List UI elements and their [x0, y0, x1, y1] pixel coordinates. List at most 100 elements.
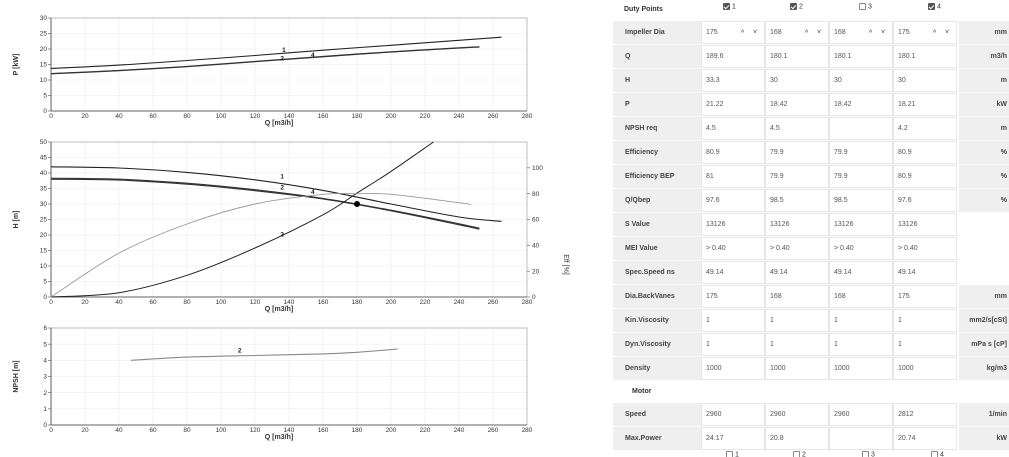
series-line-4 [51, 47, 479, 74]
curve-label: 1 [280, 173, 284, 180]
impeller-dia-stepper[interactable]: 168 ^ ˅ [829, 21, 893, 44]
value-cell: 13126 [893, 213, 957, 236]
y-axis-label: H [m] [13, 211, 20, 229]
impeller-dia-stepper[interactable]: 175 ^ ˅ [893, 21, 957, 44]
cell-value: > 0.40 [770, 245, 790, 252]
y-tick-label: 15 [40, 62, 48, 69]
row-dyn-viscosity: Dyn.Viscosity 1 1 1 1 mPa s [cP] [596, 332, 1009, 356]
row-q: Q 189.6 180.1 180.1 180.1 m3/h [596, 44, 1009, 68]
cell-value: 49.14 [770, 269, 788, 276]
x-tick-label: 60 [149, 299, 157, 306]
y-tick-label: 0 [43, 108, 47, 115]
bottom-checkbox-4[interactable]: 4 [931, 451, 944, 457]
chevron-up-icon[interactable]: ^ [805, 23, 808, 44]
row-label: Spec.Speed ns [613, 261, 701, 284]
row-label: Efficiency BEP [613, 165, 701, 188]
value-cell: 30 [765, 69, 829, 92]
row-unit: % [959, 189, 1009, 212]
bottom-checkbox-1[interactable]: 1 [726, 451, 739, 457]
y-tick-label: 5 [43, 279, 47, 286]
y-tick-label: 30 [40, 201, 48, 208]
cell-value: 20.74 [898, 435, 916, 442]
y2-tick-label: 40 [532, 243, 540, 250]
cell-value: 1 [898, 317, 902, 324]
cell-value: 180.1 [834, 53, 852, 60]
curve-label: 1 [282, 47, 286, 54]
bottom-checkbox-row: 1 2 3 4 [596, 451, 1009, 457]
y-tick-label: 35 [40, 186, 48, 193]
cell-value: 2812 [898, 411, 914, 418]
x-tick-label: 0 [49, 299, 53, 306]
value-cell: 180.1 [893, 45, 957, 68]
cell-value: 49.14 [706, 269, 724, 276]
cell-value: 1 [706, 317, 710, 324]
row-label: S Value [613, 213, 701, 236]
x-tick-label: 180 [352, 299, 363, 306]
duty-point-1-checkbox[interactable]: 1 [723, 3, 736, 10]
value-cell: > 0.40 [829, 237, 893, 260]
cell-value: 1000 [770, 365, 786, 372]
duty-point-4-checkbox[interactable]: 4 [928, 3, 941, 10]
x-tick-label: 120 [250, 299, 261, 306]
chevron-down-icon[interactable]: ˅ [881, 22, 885, 43]
duty-point-3-checkbox[interactable]: 3 [859, 3, 872, 10]
value-cell: 175 [893, 285, 957, 308]
value-cell: 1 [765, 309, 829, 332]
chevron-down-icon[interactable]: ˅ [753, 22, 757, 43]
x-tick-label: 80 [183, 427, 191, 434]
pump-curves-charts: 0 20 40 60 80 100 120 140 160 180 200 220 240 260 2800… [0, 0, 590, 457]
cell-value: 79.9 [770, 173, 784, 180]
y-tick-label: 40 [40, 170, 48, 177]
y-tick-label: 20 [40, 232, 48, 239]
y2-tick-label: 20 [532, 268, 540, 275]
chevron-up-icon[interactable]: ^ [869, 23, 872, 44]
duty-points-title: Duty Points [624, 6, 663, 13]
value-cell: 81 [701, 165, 765, 188]
row-kin-viscosity: Kin.Viscosity 1 1 1 1 mm2/s[cSt] [596, 308, 1009, 332]
duty-point-2-checkbox[interactable]: 2 [790, 3, 803, 10]
value-cell: 189.6 [701, 45, 765, 68]
value-cell: 30 [829, 69, 893, 92]
chevron-up-icon[interactable]: ^ [741, 23, 744, 44]
bottom-checkbox-3[interactable]: 3 [862, 451, 875, 457]
row-unit: mm [959, 285, 1009, 308]
y-tick-label: 5 [43, 93, 47, 100]
y-tick-label: 20 [40, 46, 48, 53]
cell-value: 1 [770, 341, 774, 348]
cell-value: 1000 [834, 365, 850, 372]
row-npsh-req: NPSH req 4.5 4.5 4.2 m [596, 116, 1009, 140]
row-label: Max.Power [613, 427, 701, 450]
chevron-down-icon[interactable]: ˅ [945, 22, 949, 43]
value-cell: 1 [701, 333, 765, 356]
row-speed: Speed 2960 2960 2960 2812 1/min [596, 402, 1009, 426]
value-cell: 13126 [765, 213, 829, 236]
y-tick-label: 4 [43, 358, 47, 365]
bottom-checkbox-2[interactable]: 2 [793, 451, 806, 457]
value-cell: 80.9 [701, 141, 765, 164]
chevron-up-icon[interactable]: ^ [933, 23, 936, 44]
cell-value: 4.2 [898, 125, 908, 132]
cell-value: 13126 [770, 221, 789, 228]
duty-points-panel: Duty Points 1 2 3 4 Impeller Dia 175 ^ ˅ 168… [596, 0, 1009, 457]
y-tick-label: 6 [43, 325, 47, 332]
x-tick-label: 20 [81, 427, 89, 434]
curve-label: 4 [311, 52, 315, 59]
row-label: Q/Qbep [613, 189, 701, 212]
value-cell: 1000 [893, 357, 957, 380]
cell-value: 168 [834, 29, 846, 36]
impeller-dia-stepper[interactable]: 168 ^ ˅ [765, 21, 829, 44]
row-label: Q [613, 45, 701, 68]
x-tick-label: 100 [216, 113, 227, 120]
row-label: Density [613, 357, 701, 380]
chevron-down-icon[interactable]: ˅ [817, 22, 821, 43]
cell-value: 79.9 [834, 149, 848, 156]
series-line-4 [51, 178, 479, 228]
value-cell: 21.22 [701, 93, 765, 116]
cell-value: 180.1 [770, 53, 788, 60]
cell-value: 1 [706, 341, 710, 348]
duty-point-marker [354, 201, 360, 207]
value-cell: 1000 [829, 357, 893, 380]
row-h: H 33.3 30 30 30 m [596, 68, 1009, 92]
impeller-dia-stepper[interactable]: 175 ^ ˅ [701, 21, 765, 44]
value-cell: 49.14 [765, 261, 829, 284]
